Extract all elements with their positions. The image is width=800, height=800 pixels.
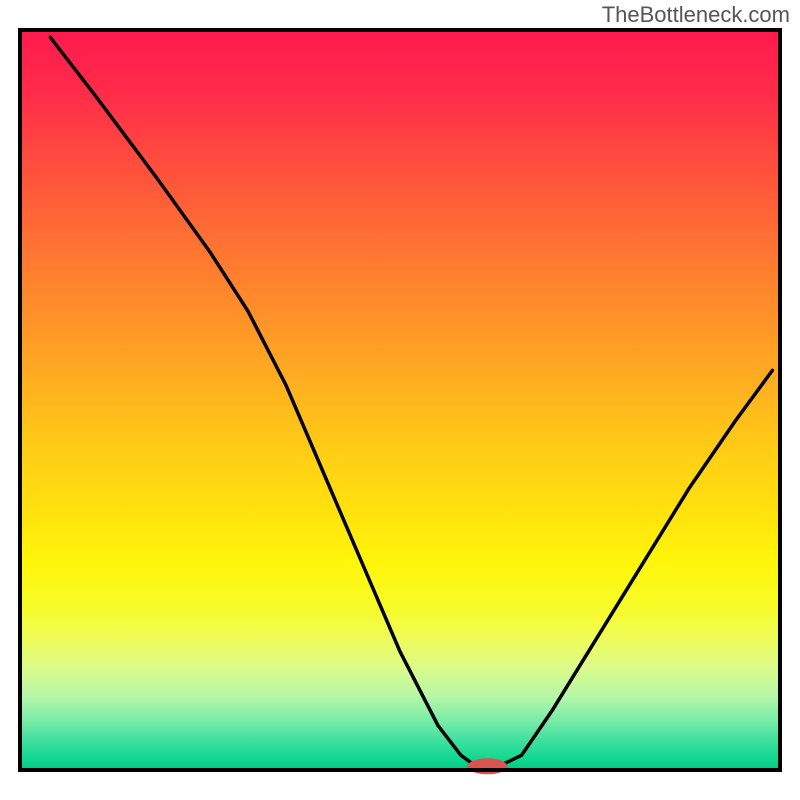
plot-background [20,30,780,770]
bottleneck-chart [0,0,800,800]
chart-container: TheBottleneck.com [0,0,800,800]
watermark-text: TheBottleneck.com [602,2,790,28]
